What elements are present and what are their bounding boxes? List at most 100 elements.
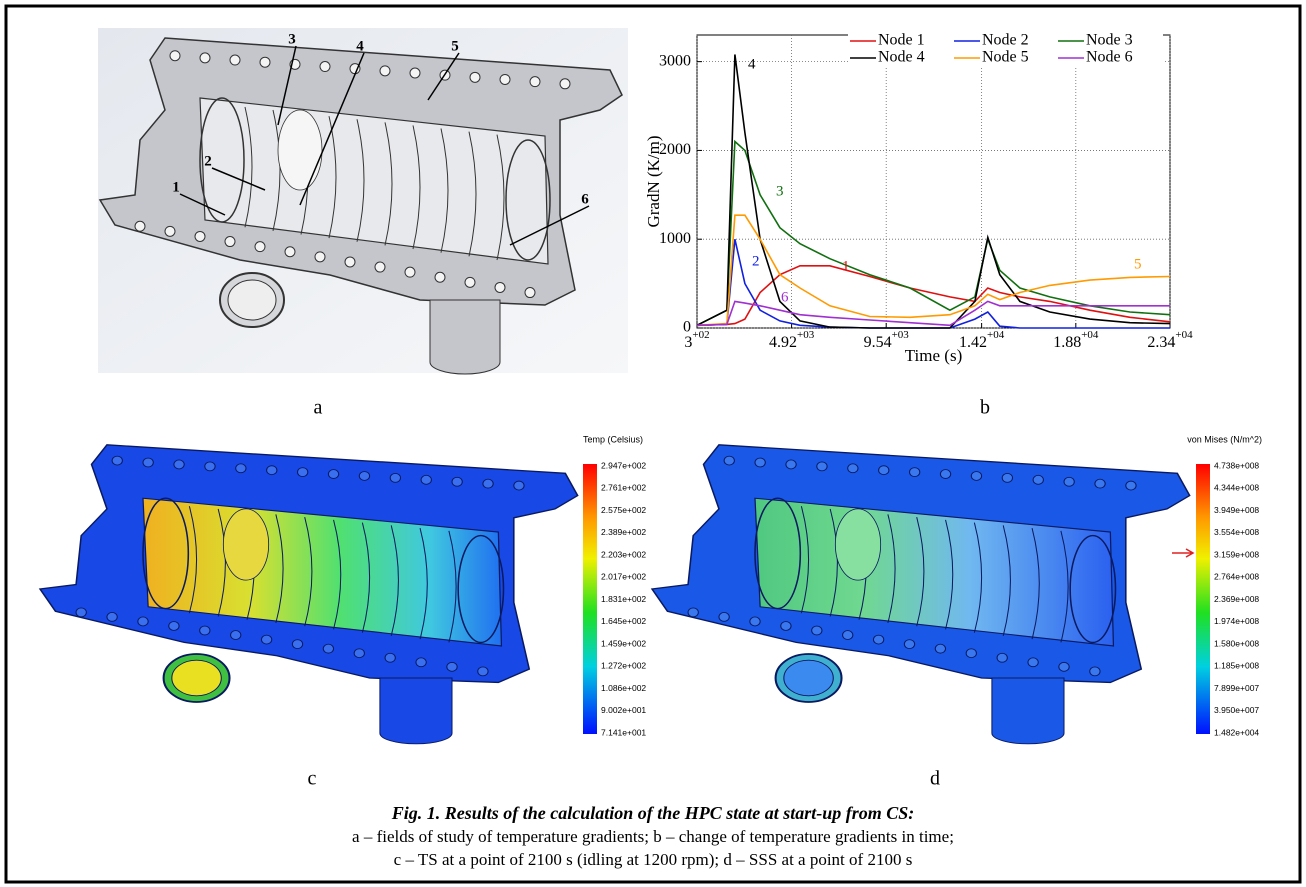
bolt-hole [135,221,145,231]
bolt-hole [935,644,945,653]
bolt-hole [530,77,540,87]
colorbar-label: 1.645e+002 [601,616,646,626]
bolt-hole [170,51,180,61]
curve-label: 4 [748,56,756,72]
caption-line: a – fields of study of temperature gradi… [352,827,954,846]
bolt-hole [298,468,308,477]
bolt-hole [76,608,86,617]
bolt-hole [781,622,791,631]
pipe [992,678,1064,744]
colorbar-label: 2.575e+002 [601,505,646,515]
colorbar-label: 2.761e+002 [601,483,646,493]
caption-title: Fig. 1. Results of the calculation of th… [391,803,915,823]
bolt-hole [143,458,153,467]
curve-label: 2 [752,253,760,269]
bolt-hole [719,612,729,621]
caption-line: c – TS at a point of 2100 s (idling at 1… [394,850,913,869]
bolt-hole [320,62,330,72]
bolt-hole [500,74,510,84]
bolt-hole [940,470,950,479]
y-tick-label: 3000 [659,52,691,69]
bolt-hole [843,631,853,640]
colorbar-label: 1.974e+008 [1214,616,1259,626]
bore-window [278,110,322,190]
bolt-hole [465,277,475,287]
colorbar [583,464,597,734]
part-label: 4 [356,38,364,54]
colorbar-title: von Mises (N/m^2) [1187,434,1262,444]
figure: 123456 01000200030003+024.92+039.54+031.… [0,0,1306,887]
pipe [380,678,452,744]
bolt-hole [724,456,734,465]
colorbar-label: 2.203e+002 [601,549,646,559]
bolt-hole [786,460,796,469]
colorbar-label: 1.185e+008 [1214,661,1259,671]
bolt-hole [255,242,265,252]
colorbar-label: 1.272e+002 [601,661,646,671]
bolt-hole [688,608,698,617]
bolt-hole [380,66,390,76]
colorbar-label: 1.459e+002 [601,638,646,648]
bolt-hole [1002,473,1012,482]
bolt-hole [879,466,889,475]
legend-label: Node 6 [1086,49,1133,66]
bolt-hole [112,456,122,465]
bolt-hole [323,644,333,653]
bolt-hole [997,653,1007,662]
bolt-hole [261,635,271,644]
colorbar-label: 1.482e+004 [1214,727,1259,737]
bolt-hole [354,649,364,658]
chart: 01000200030003+024.92+039.54+031.42+041.… [644,32,1193,365]
bolt-hole [165,226,175,236]
bolt-hole [205,462,215,471]
bolt-hole [345,257,355,267]
colorbar [1196,464,1210,734]
bolt-hole [812,626,822,635]
bolt-hole [230,55,240,65]
bolt-hole [231,631,241,640]
page: { "panels": { "a": {"letter": "a", "labe… [0,0,1306,887]
bolt-hole [195,231,205,241]
bolt-hole [315,252,325,262]
bolt-hole [447,662,457,671]
curve-label: 1 [842,258,850,274]
bore-window [835,509,880,580]
legend-label: Node 3 [1086,32,1133,49]
legend-label: Node 5 [982,49,1029,66]
bolt-hole [452,477,462,486]
curve-label: 6 [781,289,789,305]
colorbar-label: 2.947e+002 [601,460,646,470]
colorbar-label: 7.899e+007 [1214,683,1259,693]
bolt-hole [483,479,493,488]
bolt-hole [904,640,914,649]
pipe-bore [172,660,221,696]
bolt-hole [138,617,148,626]
bolt-hole [107,612,117,621]
bolt-hole [1033,475,1043,484]
bolt-hole [1059,662,1069,671]
legend-label: Node 1 [878,32,925,49]
bolt-hole [514,481,524,490]
colorbar-title: Temp (Celsius) [583,434,643,444]
bore-window [223,509,268,580]
bolt-hole [328,470,338,479]
bolt-hole [260,57,270,67]
y-tick-label: 2000 [659,141,691,158]
bolt-hole [1090,667,1100,676]
bolt-hole [359,472,369,481]
bolt-hole [750,617,760,626]
bolt-hole [1095,479,1105,488]
bolt-hole [1126,481,1136,490]
bolt-hole [525,288,535,298]
bolt-hole [285,247,295,257]
pipe-bore [228,280,276,320]
colorbar-label: 7.141e+001 [601,727,646,737]
bolt-hole [267,466,277,475]
part-label: 5 [451,38,459,54]
colorbar-label: 2.389e+002 [601,527,646,537]
bolt-hole [478,667,488,676]
bolt-hole [817,462,827,471]
bolt-hole [169,622,179,631]
pipe [430,300,500,374]
bolt-hole [495,282,505,292]
